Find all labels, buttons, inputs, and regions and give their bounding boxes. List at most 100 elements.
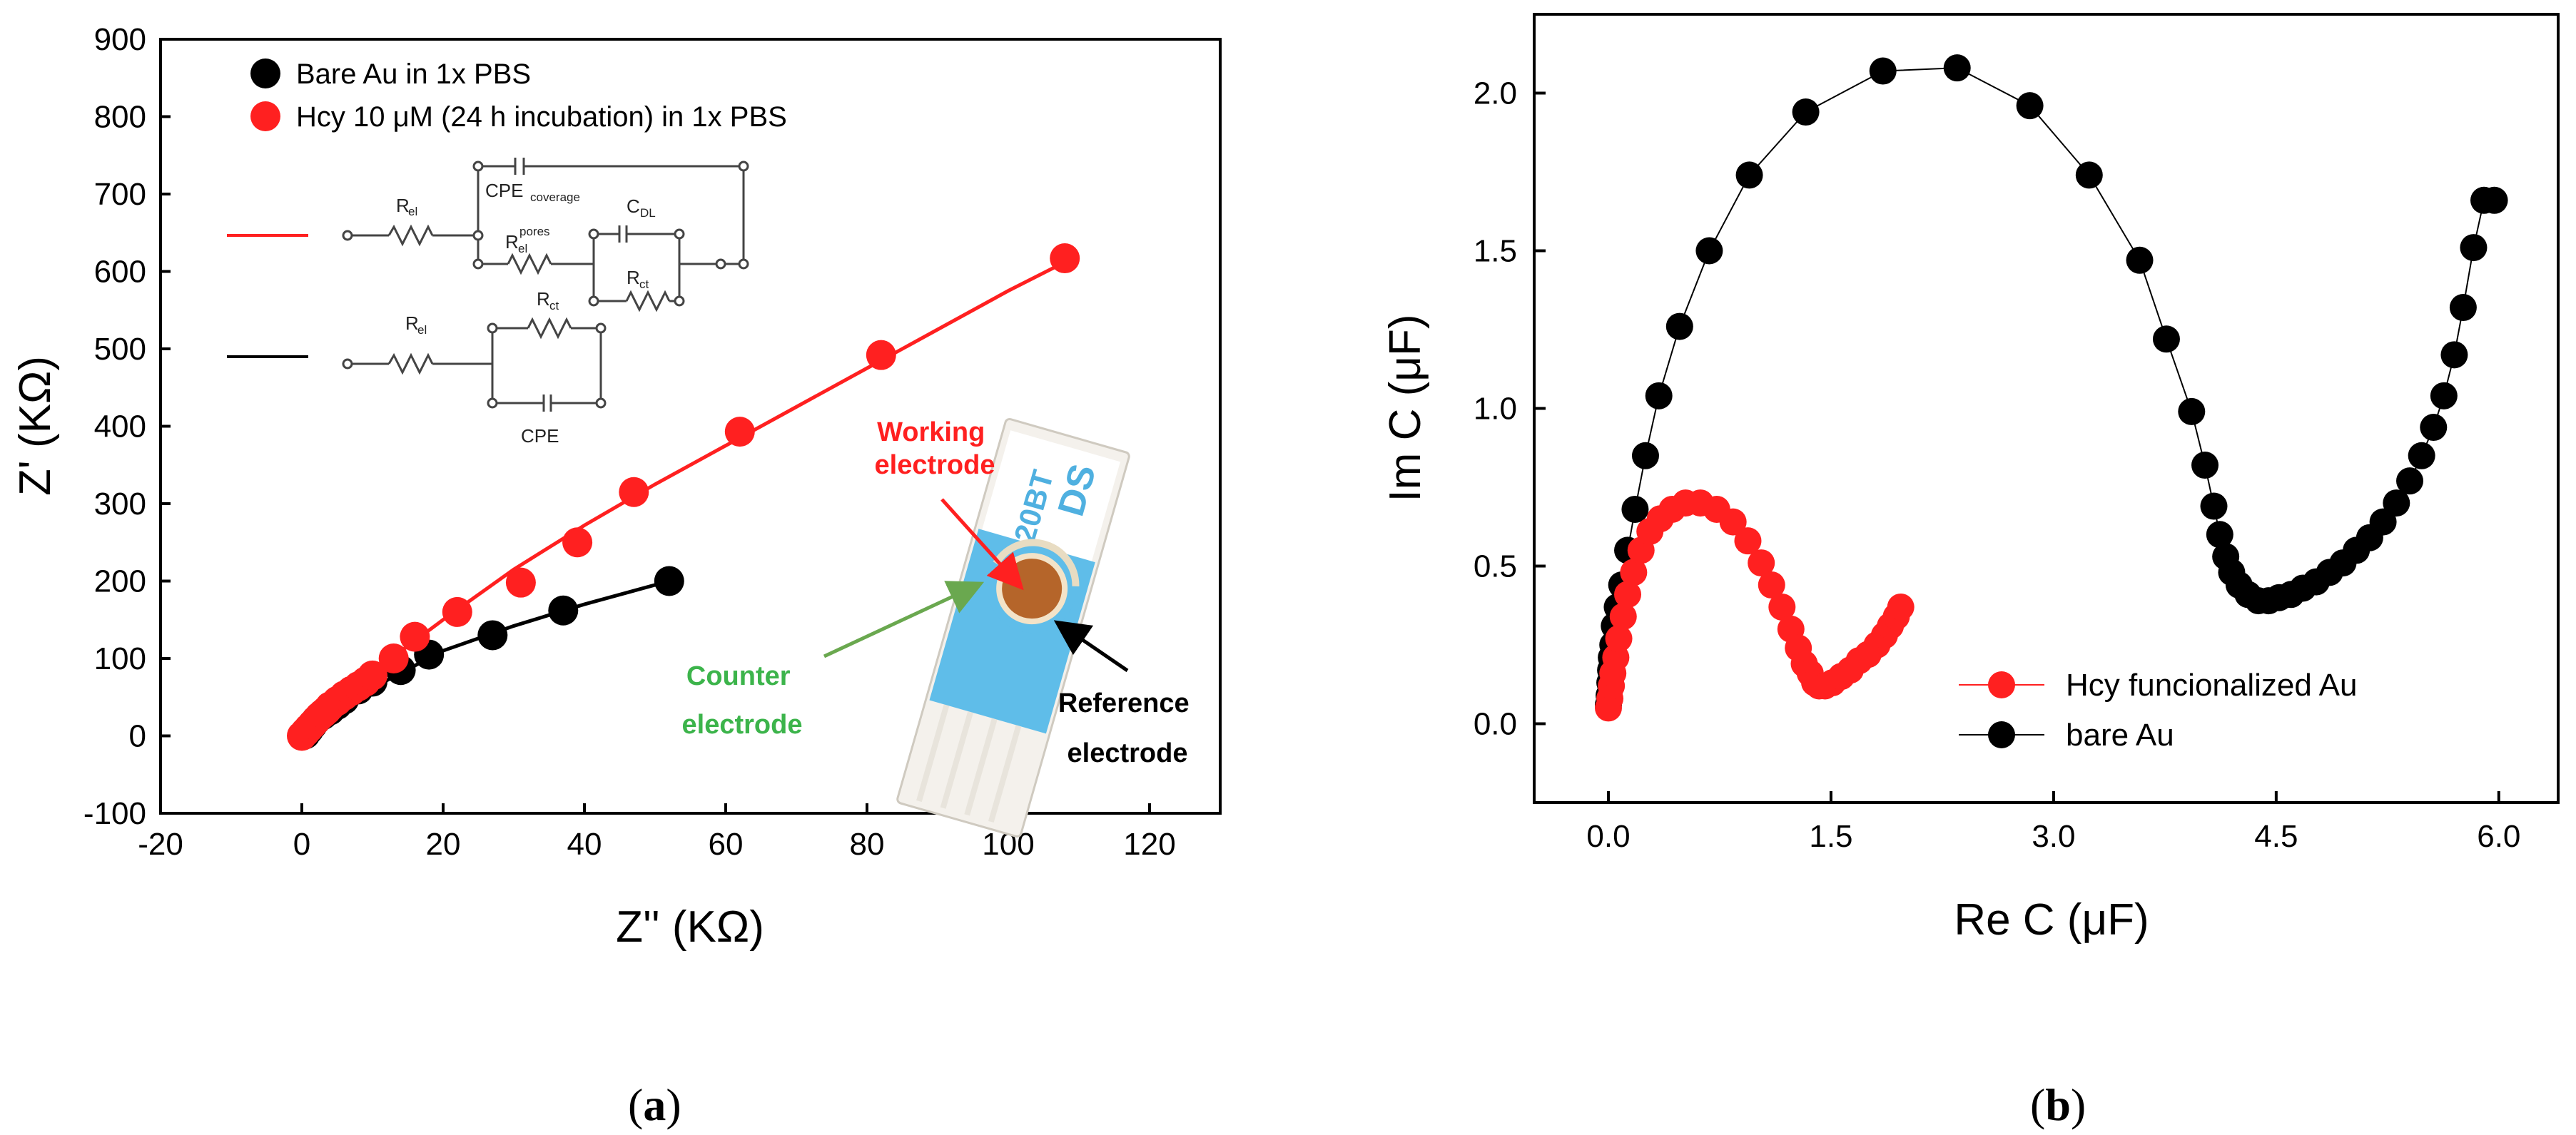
panel-b-x-tick-label: 6.0 xyxy=(2477,819,2520,854)
panel-b-plot-frame xyxy=(1533,13,2560,804)
panel-b-x-tick-label: 4.5 xyxy=(2254,819,2298,854)
label-reference-line1: Reference xyxy=(1058,688,1190,718)
label-cpe-coverage: CPE xyxy=(485,180,523,201)
panel-b-ticks: 0.0 1.5 3.0 4.5 6.0 0.0 0.5 1.0 1.5 2.0 xyxy=(1474,76,2521,855)
panel-b-point-bare-au xyxy=(2369,508,2397,536)
panel-b-point-bare-au xyxy=(1869,57,1897,85)
panel-a-x-tick-label: 120 xyxy=(1123,827,1175,862)
panel-a-x-tick-label: 0 xyxy=(293,827,310,862)
label-cdl-sub: DL xyxy=(640,206,656,220)
panel-a-fit-line-hcy xyxy=(300,260,1066,738)
label-cpe-coverage-sub: coverage xyxy=(530,190,580,204)
panel-b-legend: Hcy funcionalized Au bare Au xyxy=(1959,668,2357,753)
panel-a-x-tick-label: 80 xyxy=(850,827,885,862)
panel-b-point-bare-au xyxy=(2126,246,2154,274)
panel-a-y-tick-label: 300 xyxy=(94,487,146,521)
label-rel-pores: R xyxy=(505,231,519,253)
panel-b-x-tick-label: 1.5 xyxy=(1809,819,1852,854)
panel-a-point-bare-au xyxy=(548,595,579,626)
legend-label-bare-au-b: bare Au xyxy=(2066,718,2174,753)
label-working-electrode: Working electrode xyxy=(875,417,995,480)
panel-a-point-hcy xyxy=(619,477,649,507)
panel-a-y-tick-label: 900 xyxy=(94,22,146,57)
panel-b-point-bare-au xyxy=(1645,382,1673,409)
panel-b-point-bare-au xyxy=(1695,237,1723,265)
arrow-reference xyxy=(1053,620,1129,673)
panel-b-point-bare-au xyxy=(1665,312,1693,340)
panel-b-y-tick-label: 0.0 xyxy=(1474,707,1517,742)
panel-b-point-bare-au xyxy=(2430,382,2458,409)
panel-a-point-hcy xyxy=(866,340,896,370)
label-rel-upper: R xyxy=(396,195,410,216)
panel-b-point-bare-au xyxy=(2206,521,2233,549)
panel-a-point-hcy xyxy=(562,527,593,558)
arrow-counter xyxy=(823,581,985,658)
legend-marker-bare-au-b xyxy=(1988,721,2015,748)
panel-b-y-axis-label: Im C (μF) xyxy=(1381,315,1430,502)
panel-a-point-hcy xyxy=(724,417,755,447)
panel-b-point-bare-au xyxy=(2449,294,2477,322)
panel-b-point-bare-au xyxy=(2460,234,2488,262)
panel-b-x-tick-label: 0.0 xyxy=(1586,819,1630,854)
panel-b-point-hcy xyxy=(1609,603,1637,631)
arrow-working xyxy=(940,498,1024,591)
legend-label-bare-au: Bare Au in 1x PBS xyxy=(296,58,531,90)
circuit-lower xyxy=(342,317,607,412)
panel-b-point-bare-au xyxy=(2200,492,2228,520)
panel-b-point-hcy xyxy=(1614,581,1642,609)
label-cdl: C xyxy=(627,195,640,217)
panel-b-line-bare-au xyxy=(1607,67,2495,706)
electrode-inset: DS 220BT xyxy=(682,417,1190,838)
legend-marker-hcy-functionalized xyxy=(1988,671,2015,698)
panel-b-point-bare-au xyxy=(2480,186,2508,214)
legend-marker-hcy xyxy=(250,101,280,131)
label-rct-lower-sub: ct xyxy=(549,299,559,312)
panel-a-caption: (a) xyxy=(628,1079,681,1130)
panel-b-y-tick-label: 0.5 xyxy=(1474,549,1517,584)
panel-a-y-tick-label: -100 xyxy=(83,796,146,831)
panel-b-y-tick-label: 1.5 xyxy=(1474,234,1517,269)
panel-a-y-axis-label: Z' (KΩ) xyxy=(11,356,60,496)
label-cpe: CPE xyxy=(521,425,559,447)
panel-b-point-bare-au xyxy=(2191,452,2219,479)
label-rel-lower-sub: el xyxy=(417,323,427,337)
panel-b-point-bare-au xyxy=(1735,161,1763,189)
panel-b-point-hcy xyxy=(1748,549,1775,577)
panel-a-point-hcy xyxy=(442,596,472,627)
label-reference-line2: electrode xyxy=(1068,738,1188,768)
circuit-upper xyxy=(342,158,749,312)
panel-a-point-hcy xyxy=(505,567,536,598)
label-rel-upper-sub: el xyxy=(408,205,417,218)
panel-a-ticks: -20 0 20 40 60 80 100 120-100010020030040050060… xyxy=(83,22,1176,862)
panel-b-chart: 0.0 1.5 3.0 4.5 6.0 0.0 0.5 1.0 1.5 2.0 Hcy funci… xyxy=(1381,13,2560,1130)
panel-b-point-hcy xyxy=(1887,593,1915,621)
panel-b-point-bare-au xyxy=(2383,489,2410,517)
panel-a-y-tick-label: 500 xyxy=(94,332,146,367)
panel-b-caption: (b) xyxy=(2030,1079,2086,1130)
panel-a-point-hcy xyxy=(400,621,430,652)
resistor-rct-upper xyxy=(625,290,671,312)
panel-a-y-tick-label: 700 xyxy=(94,177,146,212)
panel-a-point-hcy xyxy=(378,643,409,673)
label-working-line2: electrode xyxy=(875,450,995,480)
label-counter-electrode: Counter electrode xyxy=(682,661,803,740)
panel-b-x-axis-label: Re C (μF) xyxy=(1954,895,2149,945)
resistor-rct-lower xyxy=(527,317,572,340)
panel-b-point-hcy xyxy=(1719,508,1747,536)
panel-a-x-axis-label: Z'' (KΩ) xyxy=(616,902,764,952)
panel-b-point-hcy xyxy=(1758,571,1785,599)
panel-b-point-bare-au xyxy=(1943,54,1971,82)
resistor-rel-lower xyxy=(387,352,434,375)
label-rct-upper-sub: ct xyxy=(639,278,649,291)
resistor-rel-upper xyxy=(387,224,434,247)
panel-a-x-tick-label: 40 xyxy=(567,827,602,862)
panel-b-point-bare-au xyxy=(2152,325,2180,353)
panel-b-point-bare-au xyxy=(2075,161,2103,189)
legend-label-hcy: Hcy 10 μM (24 h incubation) in 1x PBS xyxy=(296,101,787,133)
panel-a-y-tick-label: 600 xyxy=(94,255,146,290)
panel-b-point-bare-au xyxy=(2178,397,2206,425)
panel-a-point-hcy xyxy=(1050,243,1080,274)
label-rct-lower: R xyxy=(537,288,550,310)
label-counter-line1: Counter xyxy=(686,661,791,691)
panel-a-letter: a xyxy=(643,1079,666,1130)
